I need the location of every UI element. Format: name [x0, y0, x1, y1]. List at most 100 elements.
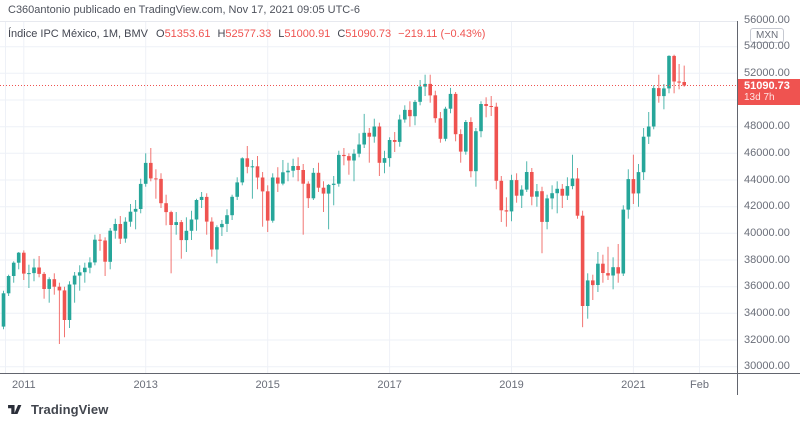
candle[interactable] — [601, 254, 605, 283]
candle[interactable] — [270, 173, 275, 223]
candle[interactable] — [397, 114, 402, 147]
tradingview-logo[interactable]: TradingView — [7, 402, 108, 417]
candle[interactable] — [662, 84, 666, 110]
candle[interactable] — [326, 184, 331, 230]
candle[interactable] — [210, 217, 214, 257]
candle[interactable] — [606, 246, 610, 280]
candle[interactable] — [1, 290, 6, 330]
candle[interactable] — [72, 272, 77, 303]
candle[interactable] — [118, 216, 123, 244]
candle[interactable] — [220, 220, 224, 236]
candle[interactable] — [530, 168, 534, 206]
candle[interactable] — [199, 192, 204, 208]
candle[interactable] — [316, 162, 321, 192]
candle[interactable] — [453, 92, 458, 142]
candle[interactable] — [128, 204, 133, 227]
candle[interactable] — [499, 176, 504, 222]
candle[interactable] — [418, 80, 422, 106]
candle[interactable] — [580, 210, 585, 328]
candle[interactable] — [301, 164, 305, 235]
candle[interactable] — [331, 176, 336, 206]
candle[interactable] — [585, 273, 590, 319]
candle[interactable] — [27, 264, 31, 288]
candle[interactable] — [428, 74, 432, 103]
candle[interactable] — [215, 225, 219, 264]
price-axis[interactable]: MXN 56000.00 54000.00 52000.00 48000.00 4600… — [737, 0, 800, 395]
candle[interactable] — [596, 252, 600, 292]
candle[interactable] — [382, 150, 387, 174]
candle[interactable] — [519, 185, 524, 208]
candle[interactable] — [37, 256, 41, 278]
candle[interactable] — [621, 205, 626, 276]
candle[interactable] — [504, 197, 509, 227]
candle[interactable] — [159, 173, 163, 208]
candle[interactable] — [413, 100, 417, 126]
candle[interactable] — [77, 265, 82, 291]
candle[interactable] — [296, 157, 300, 182]
candle[interactable] — [509, 174, 514, 222]
candle[interactable] — [265, 185, 270, 232]
candle[interactable] — [245, 146, 250, 174]
candle[interactable] — [641, 128, 646, 180]
candle[interactable] — [32, 258, 36, 282]
candle[interactable] — [484, 97, 488, 118]
candle[interactable] — [438, 112, 443, 143]
candle[interactable] — [169, 210, 173, 274]
time-axis[interactable]: 2011 2013 2015 2017 2019 2021 Feb — [0, 374, 800, 395]
candle[interactable] — [667, 55, 671, 94]
candle[interactable] — [22, 250, 26, 280]
candle[interactable] — [342, 148, 346, 166]
candle[interactable] — [682, 65, 686, 87]
candle[interactable] — [286, 162, 290, 182]
candle[interactable] — [565, 177, 570, 200]
candle[interactable] — [377, 122, 382, 176]
candle[interactable] — [362, 113, 366, 148]
candle[interactable] — [235, 177, 239, 200]
candle[interactable] — [174, 212, 178, 235]
candle[interactable] — [367, 128, 372, 163]
candle[interactable] — [651, 85, 656, 130]
candle[interactable] — [479, 101, 483, 138]
candle[interactable] — [225, 209, 229, 232]
candle[interactable] — [545, 194, 549, 230]
candle[interactable] — [357, 133, 361, 158]
candle[interactable] — [540, 186, 544, 254]
candle[interactable] — [67, 281, 72, 328]
candle[interactable] — [321, 181, 326, 212]
candle[interactable] — [469, 117, 473, 178]
candle[interactable] — [123, 217, 128, 243]
candle[interactable] — [433, 90, 438, 123]
candle[interactable] — [408, 101, 412, 127]
candle[interactable] — [138, 178, 143, 214]
candle[interactable] — [443, 106, 448, 142]
candle[interactable] — [204, 193, 209, 235]
candle[interactable] — [524, 161, 529, 192]
candle[interactable] — [281, 160, 285, 186]
candle[interactable] — [448, 87, 453, 114]
candle[interactable] — [240, 157, 245, 186]
chart-legend[interactable]: Índice IPC México, 1M, BMV O51353.61 H52… — [8, 27, 485, 40]
candle[interactable] — [474, 128, 478, 187]
candle[interactable] — [154, 169, 158, 199]
candle[interactable] — [194, 198, 199, 231]
candle[interactable] — [514, 173, 519, 203]
candle[interactable] — [133, 200, 138, 230]
candle[interactable] — [189, 210, 194, 240]
candle[interactable] — [636, 164, 641, 207]
candle[interactable] — [423, 74, 427, 96]
candle[interactable] — [626, 169, 631, 219]
candle[interactable] — [113, 218, 118, 239]
candle[interactable] — [555, 181, 559, 214]
candle[interactable] — [291, 158, 295, 178]
candle[interactable] — [392, 132, 397, 152]
currency-badge[interactable]: MXN — [750, 28, 785, 43]
candle[interactable] — [560, 184, 565, 208]
candle[interactable] — [311, 168, 316, 200]
candle[interactable] — [260, 172, 265, 227]
candle[interactable] — [570, 154, 575, 190]
candle[interactable] — [47, 277, 51, 303]
candle[interactable] — [550, 185, 554, 210]
candle[interactable] — [464, 120, 468, 155]
candle[interactable] — [611, 257, 615, 290]
candle[interactable] — [489, 96, 493, 116]
